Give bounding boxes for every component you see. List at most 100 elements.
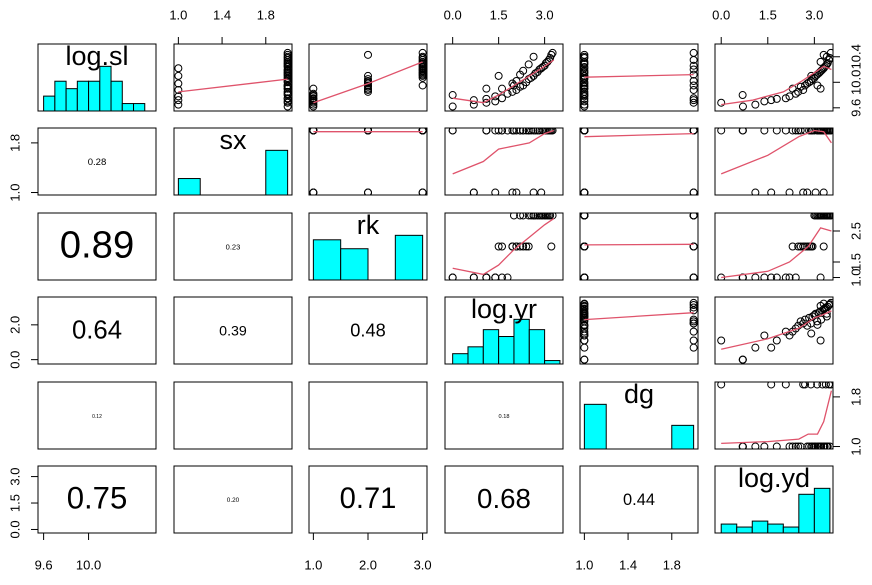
x-tick-label: 0.0 [712,7,730,22]
smooth-line [584,243,694,246]
panel [579,127,699,196]
point [283,81,292,90]
panel-border [173,127,293,196]
panel-border [308,127,428,196]
point [580,97,589,106]
point [767,188,776,195]
panel-content [452,318,561,364]
panel-border [37,43,157,112]
panel-border [579,381,699,450]
point [813,213,822,220]
panel: 0.75 [37,465,157,534]
panel-content [309,128,427,195]
point [580,188,589,195]
point [751,188,760,195]
point [816,213,825,220]
point [822,442,831,449]
point [524,242,533,251]
point [418,48,427,57]
panel: 0.48 [308,296,428,365]
y-tick-label: 1.0 [848,268,863,286]
point [751,273,760,280]
point [498,242,507,251]
hist-bar [813,487,831,533]
point [503,89,512,98]
point [767,273,776,280]
panel-content [580,298,698,364]
y-tick-label: 0.0 [7,520,22,538]
smooth-line [584,73,694,78]
point [813,320,822,329]
point [767,96,776,105]
panel-content [177,149,289,195]
panel: 0.89 [37,212,157,281]
point [580,100,589,109]
y-tick-label: 1.5 [7,494,22,512]
panel-border [714,127,834,196]
point [283,65,292,74]
y-tick-label: 10.4 [848,44,863,69]
panel [714,296,834,365]
point [309,89,318,98]
point [689,303,698,312]
hist-bar [133,103,146,111]
smooth-line [452,59,555,104]
panel [173,43,293,112]
point [448,128,457,135]
point [494,71,503,80]
point [509,128,518,135]
smooth-line [584,312,694,321]
point [469,188,478,195]
point [689,65,698,74]
point [824,301,833,310]
panel [714,127,834,196]
point [816,442,825,449]
point [547,242,556,251]
point [794,442,803,449]
panel-content [720,487,831,533]
panel-content [580,48,698,111]
point [807,329,816,338]
correlation: 0.20 [227,497,240,504]
point [785,442,794,449]
point [174,64,183,73]
y-tick-label: 2.0 [7,316,22,334]
panel-content [448,213,557,280]
point [689,128,698,135]
variable-name: log.sl [65,41,128,71]
hist-bar [340,248,369,280]
point [796,317,805,326]
point [785,188,794,195]
panel-border [308,381,428,450]
point [482,128,491,135]
correlation: 0.89 [60,224,134,267]
point [418,81,427,90]
point [448,273,457,280]
point [482,273,491,280]
panel-border [579,127,699,196]
point [806,382,815,389]
point [822,213,831,220]
point [174,85,183,94]
point [494,128,503,135]
point [524,128,533,135]
panel: log.yd [714,463,834,534]
point [580,62,589,71]
panel-content [583,403,695,449]
point [801,382,810,389]
panel [308,381,428,450]
point [519,128,528,135]
hist-bar [312,239,342,280]
point [799,188,808,195]
point [580,242,589,251]
point [580,309,589,318]
hist-bar [498,336,515,364]
point [580,320,589,329]
point [580,71,589,80]
y-tick-label: 0.0 [7,351,22,369]
correlation: 0.71 [340,483,397,515]
panel-border [173,381,293,450]
point [791,273,800,280]
variable-name: log.yd [738,463,810,493]
point [529,128,538,135]
